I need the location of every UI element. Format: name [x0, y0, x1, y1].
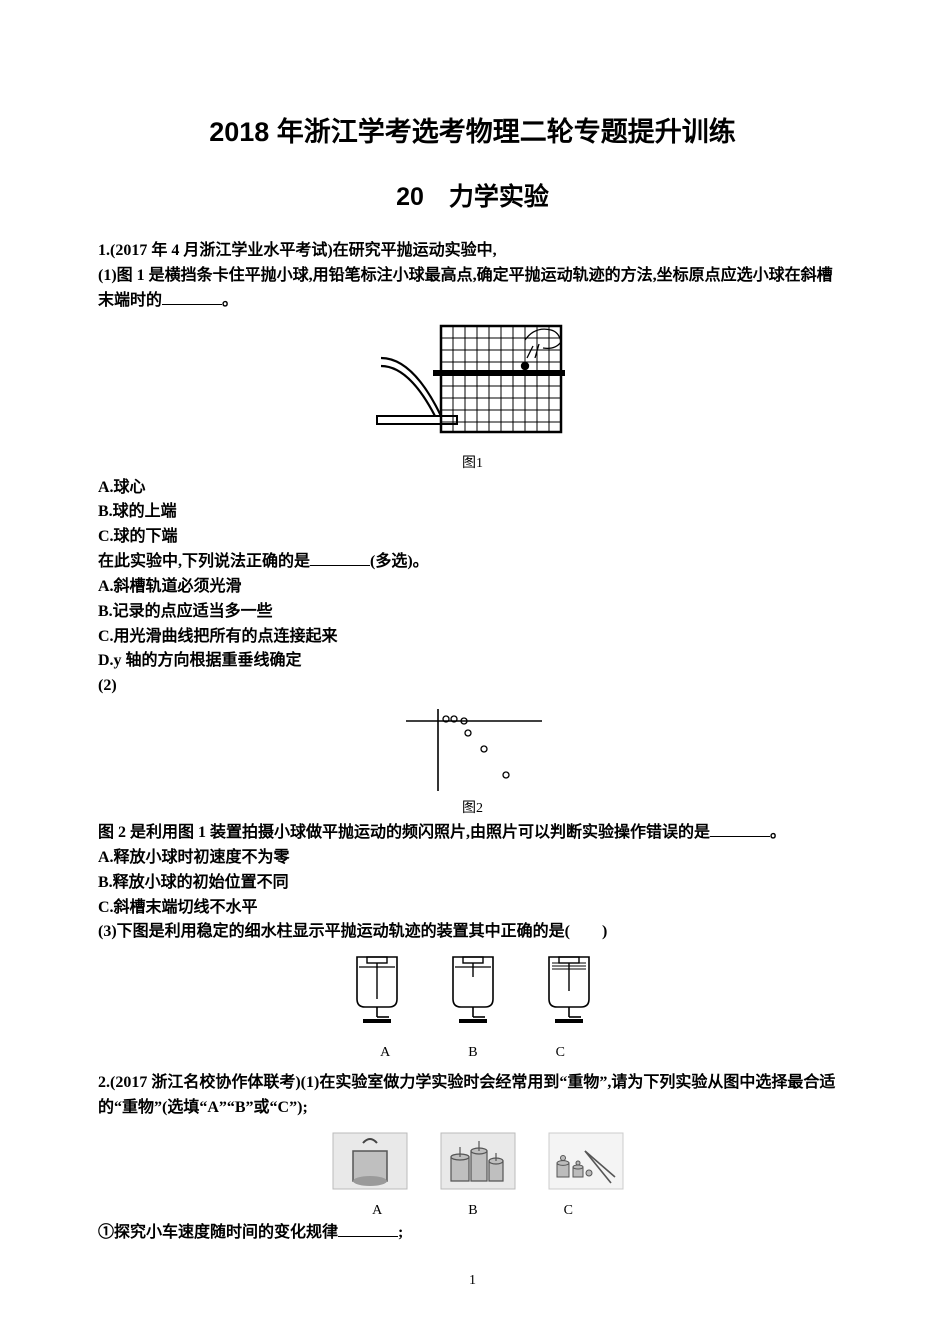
bottle-labels: A B C: [98, 1045, 847, 1061]
label-B2: B: [468, 1203, 477, 1219]
label-A2: A: [372, 1203, 382, 1219]
title-main: 2018 年浙江学考选考物理二轮专题提升训练: [98, 110, 847, 149]
bottles-svg: [323, 951, 623, 1043]
q2-l1-b: ;: [398, 1224, 403, 1241]
figure-bottles: A B C: [98, 951, 847, 1061]
blank: [310, 550, 370, 566]
fig1-caption: 图1: [98, 452, 847, 472]
title-sub: 20 力学实验: [98, 177, 847, 213]
q2-stem: 2.(2017 浙江名校协作体联考)(1)在实验室做力学实验时会经常用到“重物”…: [98, 1071, 847, 1121]
q1-part3: (3)下图是利用稳定的细水柱显示平抛运动轨迹的装置其中正确的是( ): [98, 920, 847, 945]
q1-mid: 在此实验中,下列说法正确的是 (多选)。: [98, 550, 847, 575]
q1-optB: B.球的上端: [98, 500, 847, 525]
q1-stem: 1.(2017 年 4 月浙江学业水平考试)在研究平抛运动实验中,: [98, 239, 847, 264]
q1-o3C: C.斜槽末端切线不水平: [98, 896, 847, 921]
blank: [338, 1221, 398, 1237]
q1-part1-period: 。: [222, 292, 238, 309]
q1-o2B: B.记录的点应适当多一些: [98, 600, 847, 625]
fig2-svg: [398, 705, 548, 795]
q1-part2-label: (2): [98, 674, 847, 699]
figure-2: 图2: [98, 705, 847, 817]
blank: [162, 289, 222, 305]
blank: [710, 821, 770, 837]
page-number: 1: [0, 1273, 945, 1289]
q1-o2A: A.斜槽轨道必须光滑: [98, 575, 847, 600]
fig2-caption: 图2: [98, 797, 847, 817]
q1-o3A: A.释放小球时初速度不为零: [98, 846, 847, 871]
label-C: C: [556, 1045, 565, 1061]
q1-o3B: B.释放小球的初始位置不同: [98, 871, 847, 896]
q1-p2-a: 图 2 是利用图 1 装置拍摄小球做平抛运动的频闪照片,由照片可以判断实验操作错…: [98, 824, 710, 841]
label-C2: C: [564, 1203, 573, 1219]
weights-svg: [313, 1127, 633, 1201]
q2-l1-a: ①探究小车速度随时间的变化规律: [98, 1224, 338, 1241]
q1-mid-a: 在此实验中,下列说法正确的是: [98, 553, 310, 570]
q1-optC: C.球的下端: [98, 525, 847, 550]
fig1-svg: [375, 320, 571, 450]
q1-p2-b: 。: [770, 824, 786, 841]
weight-labels: A B C: [98, 1203, 847, 1219]
q1-mid-b: (多选)。: [370, 553, 429, 570]
q1-o2D: D.y 轴的方向根据重垂线确定: [98, 649, 847, 674]
q1-part2-text: 图 2 是利用图 1 装置拍摄小球做平抛运动的频闪照片,由照片可以判断实验操作错…: [98, 821, 847, 846]
label-B: B: [468, 1045, 477, 1061]
q1-o2C: C.用光滑曲线把所有的点连接起来: [98, 625, 847, 650]
label-A: A: [380, 1045, 390, 1061]
q2-line1: ①探究小车速度随时间的变化规律;: [98, 1221, 847, 1246]
figure-weights: A B C: [98, 1127, 847, 1219]
q1-part1: (1)图 1 是横挡条卡住平抛小球,用铅笔标注小球最高点,确定平抛运动轨迹的方法…: [98, 264, 847, 314]
q1-optA: A.球心: [98, 476, 847, 501]
figure-1: 图1: [98, 320, 847, 472]
